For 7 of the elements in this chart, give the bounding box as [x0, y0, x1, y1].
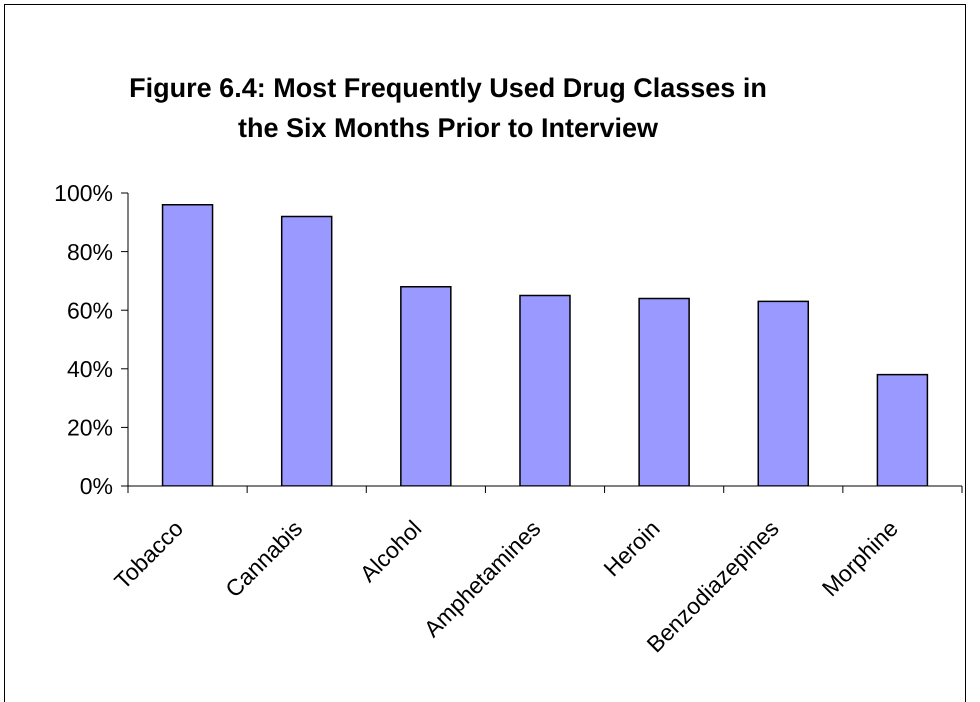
y-tick-label: 20% [66, 414, 113, 441]
y-tick-label: 0% [80, 473, 113, 500]
y-tick-label: 40% [66, 356, 113, 382]
chart-title: Figure 6.4: Most Frequently Used Drug Classes in the Six Months Prior to Interview [128, 72, 768, 145]
y-tick-label: 100% [54, 180, 113, 206]
y-tick-label: 60% [66, 297, 113, 324]
y-tick-label: 80% [66, 238, 113, 265]
